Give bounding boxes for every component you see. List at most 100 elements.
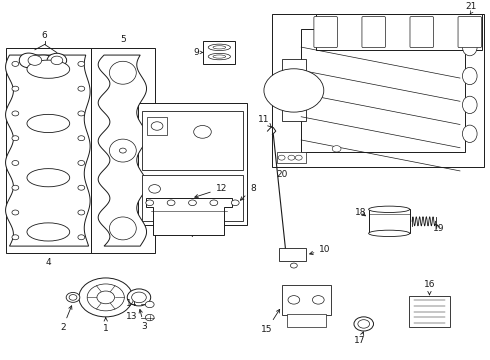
Text: 18: 18: [355, 208, 366, 217]
Text: 6: 6: [42, 31, 48, 40]
Circle shape: [12, 136, 19, 141]
Ellipse shape: [463, 67, 477, 85]
Circle shape: [12, 86, 19, 91]
Circle shape: [151, 122, 163, 130]
Text: 8: 8: [241, 184, 256, 200]
Polygon shape: [5, 55, 90, 246]
Bar: [147, 117, 167, 135]
Ellipse shape: [213, 46, 226, 49]
Bar: [282, 285, 331, 315]
Circle shape: [79, 278, 133, 317]
Bar: [287, 314, 326, 328]
Bar: [282, 59, 306, 121]
Ellipse shape: [463, 39, 477, 56]
Polygon shape: [19, 53, 54, 68]
Ellipse shape: [208, 53, 230, 60]
Bar: [203, 41, 235, 64]
Ellipse shape: [27, 223, 70, 241]
Circle shape: [194, 126, 211, 138]
Polygon shape: [98, 55, 147, 246]
Text: 10: 10: [310, 245, 331, 255]
Bar: [277, 152, 306, 163]
Bar: [272, 14, 485, 167]
Circle shape: [78, 86, 85, 91]
Ellipse shape: [27, 168, 70, 187]
Text: 2: 2: [60, 306, 72, 332]
Circle shape: [66, 292, 80, 302]
Ellipse shape: [368, 206, 410, 212]
Circle shape: [146, 301, 154, 308]
Polygon shape: [146, 198, 232, 235]
Text: 13: 13: [126, 312, 138, 321]
Circle shape: [313, 296, 324, 304]
Text: 15: 15: [261, 309, 280, 334]
Ellipse shape: [27, 114, 70, 132]
Text: 5: 5: [120, 35, 126, 44]
Ellipse shape: [213, 55, 226, 58]
Circle shape: [291, 263, 297, 268]
Text: 4: 4: [46, 258, 51, 267]
Circle shape: [78, 111, 85, 116]
Text: 9: 9: [194, 48, 199, 57]
Bar: [138, 103, 247, 225]
Circle shape: [12, 111, 19, 116]
Bar: [279, 248, 306, 261]
FancyBboxPatch shape: [314, 17, 337, 48]
Circle shape: [288, 155, 295, 160]
Bar: [143, 111, 243, 170]
Bar: [5, 48, 91, 253]
Text: 1: 1: [103, 318, 109, 333]
Bar: [91, 48, 155, 253]
Circle shape: [189, 200, 196, 206]
Circle shape: [78, 161, 85, 166]
Circle shape: [332, 146, 341, 152]
Ellipse shape: [208, 44, 230, 50]
Bar: [316, 14, 482, 50]
Circle shape: [146, 200, 154, 206]
Ellipse shape: [109, 217, 136, 240]
Circle shape: [69, 294, 77, 300]
Text: 11: 11: [258, 115, 271, 127]
Circle shape: [78, 210, 85, 215]
Circle shape: [132, 292, 147, 303]
Circle shape: [78, 235, 85, 240]
Bar: [409, 296, 450, 328]
Ellipse shape: [109, 61, 136, 84]
Circle shape: [51, 56, 63, 64]
Ellipse shape: [109, 139, 136, 162]
FancyBboxPatch shape: [362, 17, 386, 48]
Circle shape: [149, 185, 160, 193]
Circle shape: [127, 289, 151, 306]
Ellipse shape: [463, 96, 477, 113]
Circle shape: [12, 210, 19, 215]
Text: 3: 3: [139, 310, 147, 331]
Circle shape: [354, 317, 373, 331]
Circle shape: [12, 161, 19, 166]
Text: 17: 17: [354, 332, 366, 345]
Ellipse shape: [368, 230, 410, 237]
Circle shape: [358, 320, 369, 328]
Text: 16: 16: [424, 280, 435, 295]
Circle shape: [278, 155, 285, 160]
Circle shape: [97, 291, 115, 304]
Circle shape: [78, 136, 85, 141]
Circle shape: [47, 53, 67, 67]
Bar: [143, 175, 243, 221]
Circle shape: [12, 235, 19, 240]
Circle shape: [120, 148, 126, 153]
Circle shape: [78, 62, 85, 66]
Circle shape: [87, 284, 124, 311]
Text: 12: 12: [195, 184, 227, 198]
Circle shape: [210, 200, 218, 206]
Circle shape: [288, 296, 300, 304]
FancyBboxPatch shape: [458, 17, 482, 48]
Circle shape: [264, 69, 324, 112]
FancyBboxPatch shape: [410, 17, 434, 48]
Bar: [368, 209, 410, 233]
Circle shape: [295, 155, 302, 160]
Bar: [301, 28, 465, 152]
Circle shape: [12, 62, 19, 66]
Ellipse shape: [463, 125, 477, 143]
Circle shape: [167, 200, 175, 206]
Text: 14: 14: [126, 299, 138, 308]
